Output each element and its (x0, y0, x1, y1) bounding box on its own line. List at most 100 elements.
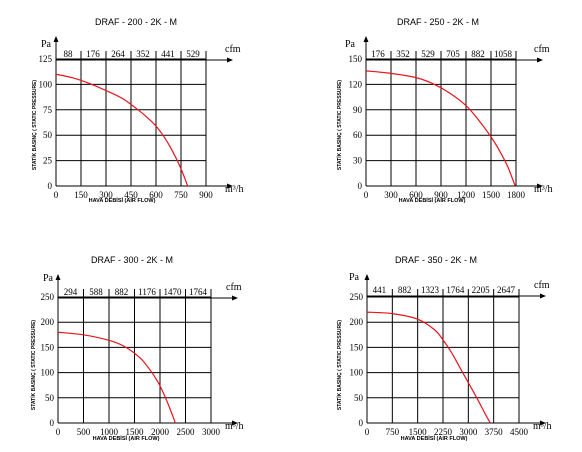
cfm-tick-label: 1764 (189, 287, 208, 297)
y-axis-label: STATİK BASINÇ ( STATIC PRESSURE) (336, 80, 343, 171)
chart-panel-3: DRAF - 300 - 2K - M Pa cfm m³/h STATİK B… (18, 248, 268, 448)
x-tick-label: 3750 (485, 427, 504, 437)
chart-panel-4: DRAF - 350 - 2K - M Pa cfm m³/h STATİK B… (322, 248, 572, 448)
cfm-axis-arrow (232, 295, 238, 301)
x-tick-label: 3000 (202, 427, 221, 437)
cfm-tick-label: 88 (64, 49, 74, 59)
x-tick-label: 150 (74, 190, 88, 200)
cfm-tick-label: 529 (421, 49, 435, 59)
cfm-tick-label: 1470 (164, 287, 183, 297)
y-unit-label: Pa (345, 39, 356, 50)
y-tick-label: 25 (43, 156, 53, 166)
fan-curve-line (366, 311, 491, 424)
y-tick-label: 75 (43, 105, 53, 115)
x-tick-label: 1500 (482, 190, 501, 200)
fan-curve-line (55, 73, 189, 187)
chart-svg: DRAF - 200 - 2K - M Pa cfm m³/h STATİK B… (31, 17, 244, 204)
y-tick-label: 100 (350, 368, 364, 378)
y-axis-label: STATİK BASINÇ ( STATIC PRESSURE) (31, 80, 38, 171)
y-tick-label: 50 (43, 130, 53, 140)
cfm-tick-label: 441 (373, 285, 387, 295)
y-axis-arrow (55, 274, 61, 280)
y-tick-label: 250 (41, 292, 55, 302)
x-tick-label: 300 (384, 190, 398, 200)
chart-title: DRAF - 300 - 2K - M (91, 255, 173, 265)
x-axis-arrow (227, 183, 233, 189)
x-tick-label: 1800 (507, 190, 526, 200)
y-tick-label: 0 (359, 418, 364, 428)
x-axis-label: HAVA DEBİSİ (AIR FLOW) (401, 435, 468, 442)
x-axis-arrow (537, 183, 543, 189)
y-unit-label: Pa (43, 273, 54, 284)
y-tick-label: 150 (41, 342, 55, 352)
cfm-tick-label: 1176 (138, 287, 156, 297)
x-tick-label: 2000 (151, 427, 170, 437)
y-tick-label: 100 (41, 368, 55, 378)
cfm-tick-label: 1323 (421, 285, 440, 295)
cfm-tick-label: 1764 (446, 285, 465, 295)
cfm-tick-label: 441 (161, 49, 175, 59)
x-tick-label: 450 (124, 190, 138, 200)
cfm-tick-label: 882 (471, 49, 485, 59)
x-unit-label: m³/h (534, 184, 553, 195)
y-tick-label: 0 (48, 181, 53, 191)
x-tick-label: 0 (365, 427, 370, 437)
x-tick-label: 0 (56, 427, 61, 437)
cfm-tick-label: 588 (89, 287, 103, 297)
y-axis-arrow (53, 36, 59, 42)
y-tick-label: 0 (358, 181, 363, 191)
x-tick-label: 500 (77, 427, 91, 437)
x-tick-label: 2500 (177, 427, 196, 437)
chart-svg: DRAF - 300 - 2K - M Pa cfm m³/h STATİK B… (30, 255, 244, 442)
cfm-tick-label: 1058 (494, 49, 513, 59)
y-tick-label: 50 (354, 393, 364, 403)
y-tick-label: 0 (50, 418, 55, 428)
x-unit-label: m³/h (225, 421, 244, 432)
y-axis-arrow (364, 274, 370, 280)
x-axis-label: HAVA DEBİSİ (AIR FLOW) (93, 435, 160, 442)
x-tick-label: 900 (199, 190, 213, 200)
x-tick-label: 3000 (459, 427, 478, 437)
cfm-tick-label: 294 (64, 287, 78, 297)
x-tick-label: 600 (409, 190, 423, 200)
y-axis-label: STATİK BASINÇ ( STATIC PRESSURE) (336, 320, 343, 411)
cfm-tick-label: 882 (398, 285, 412, 295)
y-axis-label: STATİK BASINÇ ( STATIC PRESSURE) (30, 320, 37, 411)
x-unit-label: m³/h (533, 421, 552, 432)
x-axis-arrow (540, 420, 546, 426)
chart-title: DRAF - 250 - 2K - M (397, 17, 479, 27)
x-tick-label: 1500 (409, 427, 428, 437)
cfm-tick-label: 352 (396, 49, 410, 59)
cfm-unit-label: cfm (225, 44, 241, 55)
cfm-tick-label: 176 (86, 49, 100, 59)
cfm-axis-arrow (540, 293, 546, 299)
y-tick-label: 200 (350, 317, 364, 327)
cfm-unit-label: cfm (534, 280, 550, 291)
cfm-tick-label: 882 (115, 287, 129, 297)
x-tick-label: 750 (174, 190, 188, 200)
y-axis-arrow (363, 36, 369, 42)
y-tick-label: 50 (45, 393, 55, 403)
x-tick-label: 0 (364, 190, 369, 200)
fan-curve-line (365, 70, 516, 187)
y-tick-label: 120 (349, 79, 363, 89)
x-tick-label: 300 (99, 190, 113, 200)
fan-curve-line (57, 331, 176, 424)
x-tick-label: 600 (149, 190, 163, 200)
y-tick-label: 30 (353, 156, 363, 166)
x-tick-label: 1500 (126, 427, 145, 437)
x-tick-label: 0 (54, 190, 59, 200)
cfm-tick-label: 264 (111, 49, 125, 59)
y-unit-label: Pa (349, 272, 360, 283)
y-tick-label: 90 (353, 105, 363, 115)
x-axis-label: HAVA DEBİSİ (AIR FLOW) (89, 197, 156, 204)
plot-area: 0 50 100 150 200 250 0 750 1500 2250 3000 3750 4500 4… (350, 274, 546, 437)
cfm-tick-label: 176 (371, 49, 385, 59)
y-tick-label: 100 (39, 79, 53, 89)
chart-panel-1: DRAF - 200 - 2K - M Pa cfm m³/h STATİK B… (18, 10, 268, 210)
cfm-tick-label: 705 (446, 49, 460, 59)
cfm-tick-label: 529 (186, 49, 200, 59)
cfm-axis-arrow (537, 57, 543, 63)
